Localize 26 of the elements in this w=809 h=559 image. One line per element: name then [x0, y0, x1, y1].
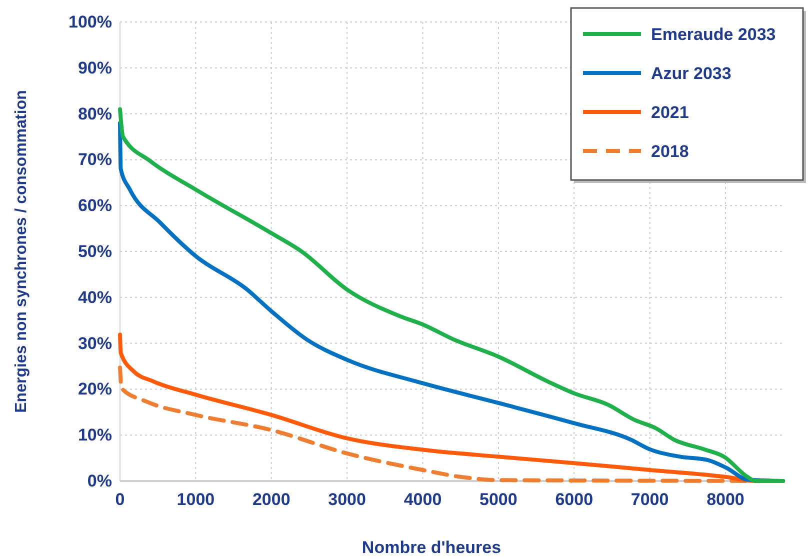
legend-label: Azur 2033	[651, 64, 732, 83]
x-tick-label: 2000	[252, 490, 290, 510]
y-tick-label: 20%	[78, 380, 112, 399]
y-axis-title: Energies non synchrones / consommation	[13, 90, 30, 413]
x-tick-label: 8000	[706, 490, 744, 510]
y-tick-label: 70%	[78, 150, 112, 170]
x-tick-label: 0	[115, 490, 125, 510]
y-tick-label: 100%	[68, 12, 112, 32]
y-tick-label: 30%	[78, 334, 112, 353]
x-tick-label: 1000	[176, 490, 215, 510]
y-tick-label: 50%	[78, 242, 112, 261]
x-tick-label: 5000	[480, 490, 518, 510]
y-tick-label: 40%	[78, 288, 112, 307]
y-tick-label: 80%	[78, 104, 112, 124]
x-tick-label: 3000	[328, 490, 366, 510]
legend-label: 2018	[651, 142, 689, 161]
y-tick-label: 90%	[78, 58, 112, 78]
y-tick-label: 0%	[87, 471, 112, 490]
x-axis-title: Nombre d'heures	[362, 538, 502, 557]
y-tick-label: 60%	[78, 196, 112, 216]
x-tick-label: 7000	[630, 490, 669, 510]
legend-label: 2021	[651, 103, 689, 122]
legend-label: Emeraude 2033	[651, 25, 776, 44]
x-tick-label: 6000	[555, 490, 594, 510]
x-tick-label: 4000	[404, 490, 442, 510]
y-tick-label: 10%	[78, 426, 112, 445]
